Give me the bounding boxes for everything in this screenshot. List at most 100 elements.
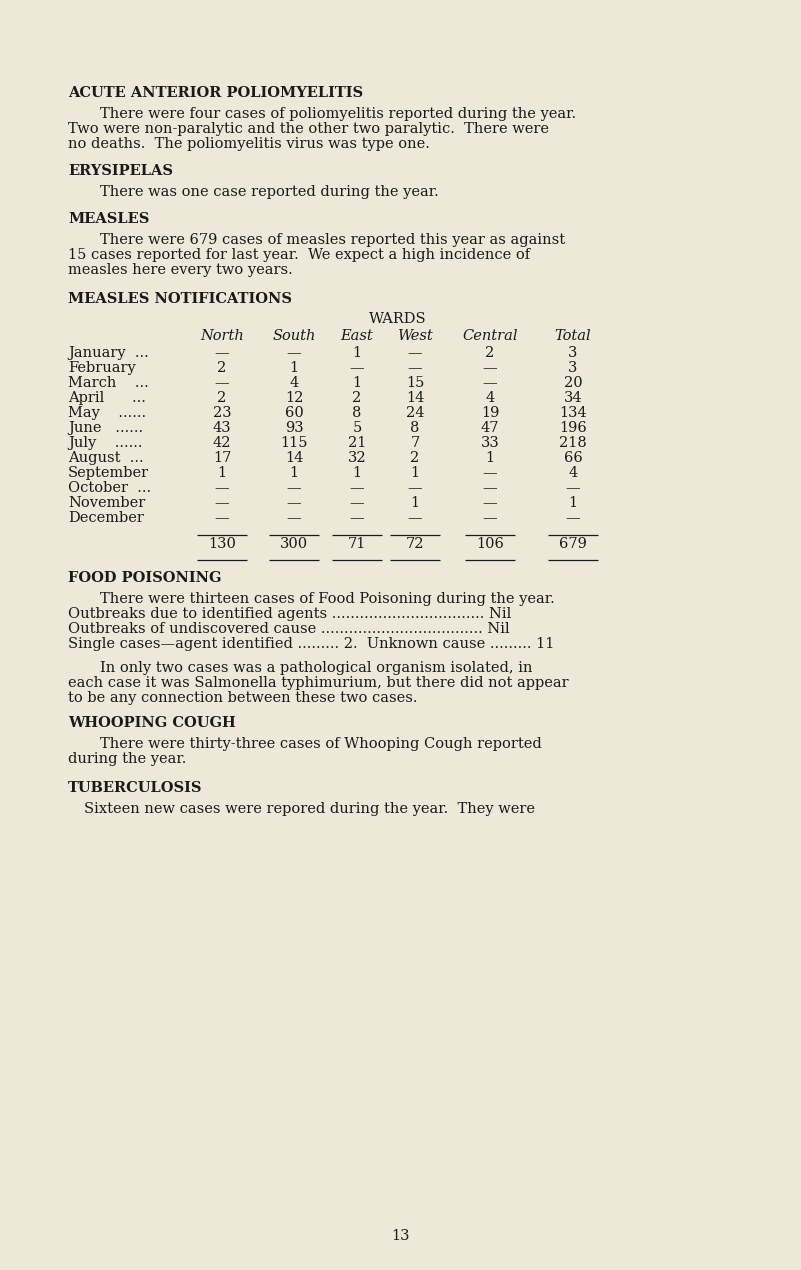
Text: —: — xyxy=(215,511,229,525)
Text: to be any connection between these two cases.: to be any connection between these two c… xyxy=(68,691,417,705)
Text: —: — xyxy=(483,376,497,390)
Text: South: South xyxy=(272,329,316,343)
Text: 134: 134 xyxy=(559,406,587,420)
Text: 8: 8 xyxy=(352,406,362,420)
Text: 15 cases reported for last year.  We expect a high incidence of: 15 cases reported for last year. We expe… xyxy=(68,248,530,262)
Text: There were 679 cases of measles reported this year as against: There were 679 cases of measles reported… xyxy=(100,232,566,246)
Text: June   ......: June ...... xyxy=(68,420,143,436)
Text: —: — xyxy=(408,345,422,359)
Text: 1: 1 xyxy=(569,497,578,511)
Text: 4: 4 xyxy=(289,376,299,390)
Text: no deaths.  The poliomyelitis virus was type one.: no deaths. The poliomyelitis virus was t… xyxy=(68,137,430,151)
Text: 3: 3 xyxy=(569,345,578,359)
Text: December: December xyxy=(68,511,144,525)
Text: March    ...: March ... xyxy=(68,376,149,390)
Text: Two were non-paralytic and the other two paralytic.  There were: Two were non-paralytic and the other two… xyxy=(68,122,549,136)
Text: 300: 300 xyxy=(280,537,308,551)
Text: —: — xyxy=(483,361,497,375)
Text: —: — xyxy=(566,511,580,525)
Text: 13: 13 xyxy=(391,1229,410,1243)
Text: Single cases—agent identified ......... 2.  Unknown cause ......... 11: Single cases—agent identified ......... … xyxy=(68,638,554,652)
Text: 1: 1 xyxy=(289,466,299,480)
Text: 7: 7 xyxy=(410,436,420,450)
Text: In only two cases was a pathological organism isolated, in: In only two cases was a pathological org… xyxy=(100,660,533,674)
Text: There were thirteen cases of Food Poisoning during the year.: There were thirteen cases of Food Poison… xyxy=(100,592,555,606)
Text: There were four cases of poliomyelitis reported during the year.: There were four cases of poliomyelitis r… xyxy=(100,107,576,121)
Text: 2: 2 xyxy=(217,361,227,375)
Text: 14: 14 xyxy=(285,451,304,465)
Text: 93: 93 xyxy=(284,420,304,436)
Text: August  ...: August ... xyxy=(68,451,143,465)
Text: 42: 42 xyxy=(213,436,231,450)
Text: —: — xyxy=(350,481,364,495)
Text: 12: 12 xyxy=(285,391,304,405)
Text: 4: 4 xyxy=(569,466,578,480)
Text: —: — xyxy=(287,511,301,525)
Text: 1: 1 xyxy=(485,451,494,465)
Text: WARDS: WARDS xyxy=(368,312,426,326)
Text: 1: 1 xyxy=(410,466,420,480)
Text: 8: 8 xyxy=(410,420,420,436)
Text: 5: 5 xyxy=(352,420,361,436)
Text: 1: 1 xyxy=(352,345,361,359)
Text: 34: 34 xyxy=(564,391,582,405)
Text: —: — xyxy=(350,497,364,511)
Text: 14: 14 xyxy=(406,391,425,405)
Text: ERYSIPELAS: ERYSIPELAS xyxy=(68,164,173,178)
Text: There were thirty-three cases of Whooping Cough reported: There were thirty-three cases of Whoopin… xyxy=(100,737,541,751)
Text: Total: Total xyxy=(554,329,591,343)
Text: during the year.: during the year. xyxy=(68,752,187,766)
Text: —: — xyxy=(483,511,497,525)
Text: 1: 1 xyxy=(352,466,361,480)
Text: —: — xyxy=(287,345,301,359)
Text: 24: 24 xyxy=(406,406,425,420)
Text: 218: 218 xyxy=(559,436,587,450)
Text: 17: 17 xyxy=(213,451,231,465)
Text: —: — xyxy=(483,481,497,495)
Text: 20: 20 xyxy=(564,376,582,390)
Text: Central: Central xyxy=(462,329,517,343)
Text: —: — xyxy=(408,481,422,495)
Text: MEASLES NOTIFICATIONS: MEASLES NOTIFICATIONS xyxy=(68,292,292,306)
Text: 106: 106 xyxy=(476,537,504,551)
Text: MEASLES: MEASLES xyxy=(68,212,149,226)
Text: 1: 1 xyxy=(410,497,420,511)
Text: 47: 47 xyxy=(481,420,499,436)
Text: East: East xyxy=(340,329,373,343)
Text: —: — xyxy=(215,481,229,495)
Text: Outbreaks due to identified agents ................................. Nil: Outbreaks due to identified agents .....… xyxy=(68,607,511,621)
Text: North: North xyxy=(200,329,244,343)
Text: 71: 71 xyxy=(348,537,366,551)
Text: 15: 15 xyxy=(406,376,425,390)
Text: 21: 21 xyxy=(348,436,366,450)
Text: 115: 115 xyxy=(280,436,308,450)
Text: West: West xyxy=(397,329,433,343)
Text: Outbreaks of undiscovered cause ................................... Nil: Outbreaks of undiscovered cause ........… xyxy=(68,622,509,636)
Text: 72: 72 xyxy=(406,537,425,551)
Text: 66: 66 xyxy=(564,451,582,465)
Text: 2: 2 xyxy=(410,451,420,465)
Text: ACUTE ANTERIOR POLIOMYELITIS: ACUTE ANTERIOR POLIOMYELITIS xyxy=(68,86,363,100)
Text: —: — xyxy=(287,481,301,495)
Text: WHOOPING COUGH: WHOOPING COUGH xyxy=(68,716,235,730)
Text: 679: 679 xyxy=(559,537,587,551)
Text: 2: 2 xyxy=(485,345,495,359)
Text: —: — xyxy=(566,481,580,495)
Text: —: — xyxy=(483,466,497,480)
Text: 2: 2 xyxy=(217,391,227,405)
Text: —: — xyxy=(215,345,229,359)
Text: 2: 2 xyxy=(352,391,361,405)
Text: There was one case reported during the year.: There was one case reported during the y… xyxy=(100,185,439,199)
Text: —: — xyxy=(350,361,364,375)
Text: —: — xyxy=(408,511,422,525)
Text: measles here every two years.: measles here every two years. xyxy=(68,263,292,277)
Text: 32: 32 xyxy=(348,451,366,465)
Text: TUBERCULOSIS: TUBERCULOSIS xyxy=(68,781,203,795)
Text: 130: 130 xyxy=(208,537,236,551)
Text: October  ...: October ... xyxy=(68,481,151,495)
Text: 23: 23 xyxy=(213,406,231,420)
Text: —: — xyxy=(408,361,422,375)
Text: —: — xyxy=(350,511,364,525)
Text: 3: 3 xyxy=(569,361,578,375)
Text: 60: 60 xyxy=(284,406,304,420)
